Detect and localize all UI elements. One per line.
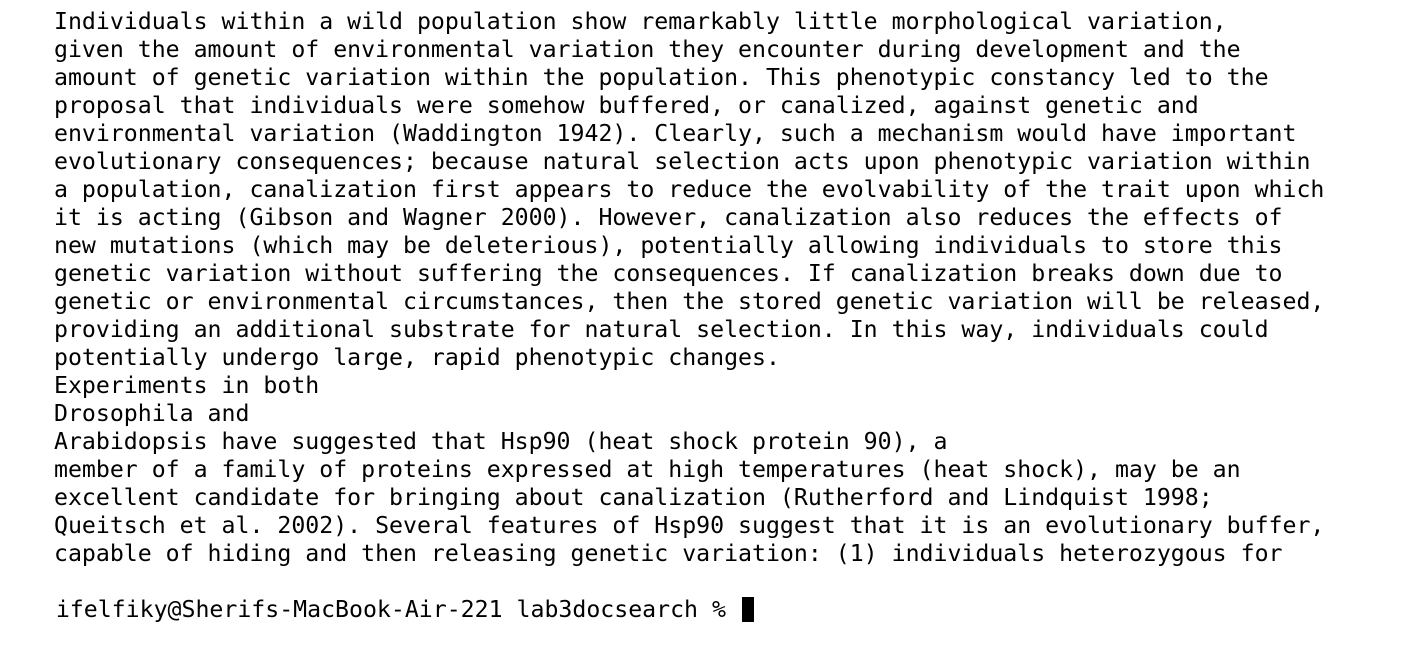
output-line: environmental variation (Waddington 1942… (54, 120, 1297, 147)
output-line: Experiments in both (54, 372, 320, 399)
output-line: providing an additional substrate for na… (54, 316, 1269, 343)
shell-prompt: ifelfiky@Sherifs-MacBook-Air-221 lab3doc… (55, 596, 740, 623)
output-line: proposal that individuals were somehow b… (54, 92, 1199, 119)
text-cursor (741, 597, 754, 622)
output-line: genetic or environmental circumstances, … (54, 288, 1325, 315)
output-line: potentially undergo large, rapid phenoty… (54, 344, 780, 371)
command-prompt-line[interactable]: ifelfiky@Sherifs-MacBook-Air-221 lab3doc… (0, 568, 754, 623)
output-line: member of a family of proteins expressed… (54, 456, 1241, 483)
output-line: Drosophila and (54, 400, 250, 427)
output-line: excellent candidate for bringing about c… (54, 484, 1213, 511)
output-line: evolutionary consequences; because natur… (54, 148, 1311, 175)
output-line: genetic variation without suffering the … (54, 260, 1283, 287)
output-line: new mutations (which may be deleterious)… (54, 232, 1283, 259)
output-line: amount of genetic variation within the p… (54, 64, 1269, 91)
output-line: Individuals within a wild population sho… (54, 8, 1227, 35)
output-line: given the amount of environmental variat… (54, 36, 1241, 63)
output-line: capable of hiding and then releasing gen… (54, 540, 1283, 567)
output-line: a population, canalization first appears… (54, 176, 1325, 203)
output-line: it is acting (Gibson and Wagner 2000). H… (54, 204, 1283, 231)
terminal-window[interactable]: Individuals within a wild population sho… (0, 0, 1402, 623)
output-line: Queitsch et al. 2002). Several features … (54, 512, 1325, 539)
output-line: Arabidopsis have suggested that Hsp90 (h… (54, 428, 948, 455)
